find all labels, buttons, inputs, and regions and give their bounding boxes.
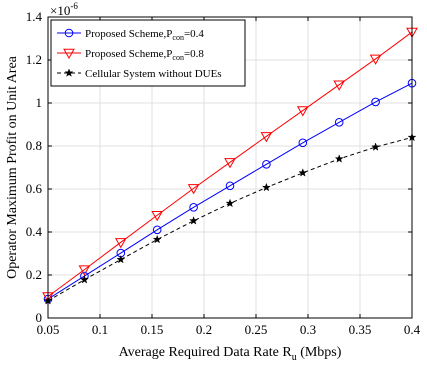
data-point (152, 225, 162, 235)
legend-label-subscript: con (172, 53, 184, 62)
x-tick-label: 0.25 (245, 322, 268, 337)
legend-entry: Proposed Scheme,Pcon=0.8 (57, 48, 204, 62)
y-tick-label: 0.4 (26, 224, 43, 239)
data-point (261, 182, 271, 192)
data-point (296, 106, 309, 117)
data-point (114, 238, 127, 249)
data-point (334, 154, 344, 163)
legend-label-tail: =0.8 (184, 48, 204, 60)
data-point (225, 181, 235, 191)
y-axis-multiplier: ×10-6 (50, 1, 78, 18)
y-axis-multiplier-exponent: -6 (70, 1, 78, 11)
y-tick-label: 0.6 (26, 181, 43, 196)
data-point (260, 132, 273, 143)
axis-ticks: 0.05 0.1 0.15 0.2 0.25 0.3 0.35 0.4 0 0.2 0.4 0.6 0.… (26, 9, 421, 337)
x-tick-label: 0.05 (37, 322, 60, 337)
data-point (298, 168, 308, 177)
data-point (79, 274, 89, 284)
legend-label-subscript: con (172, 33, 184, 42)
data-point (262, 159, 271, 169)
x-axis-title: Average Required Data Rate Ru (Mbps) (119, 345, 342, 363)
data-point (369, 54, 382, 65)
data-point (333, 80, 346, 91)
x-tick-label: 0.4 (404, 322, 421, 337)
y-tick-label: 0 (36, 310, 43, 325)
series-2 (42, 27, 418, 303)
y-tick-label: 1 (36, 95, 43, 110)
data-point (224, 158, 236, 169)
legend-label: Proposed Scheme,Pcon=0.4 (85, 28, 204, 42)
legend-label: Proposed Scheme,Pcon=0.8 (85, 48, 204, 62)
legend-marker (64, 68, 74, 77)
legend-label-main: Proposed Scheme,P (85, 28, 172, 40)
legend-label-main: Cellular System without DUEs (85, 68, 222, 80)
data-point (151, 210, 164, 222)
series-1 (43, 78, 417, 304)
data-point (189, 202, 198, 212)
legend-entry: Proposed Scheme,Pcon=0.4 (57, 28, 204, 42)
data-point (116, 254, 126, 264)
legend-label: Cellular System without DUEs (85, 68, 222, 80)
data-point (371, 97, 380, 107)
series-line (47, 31, 413, 297)
legend-box (50, 19, 246, 87)
x-tick-label: 0.2 (196, 322, 212, 337)
x-axis-title-subscript: u (292, 352, 297, 363)
plot-frame (47, 16, 413, 319)
data-point (187, 184, 200, 195)
data-point (78, 265, 91, 276)
y-tick-label: 0.8 (26, 138, 42, 153)
data-point (371, 142, 381, 151)
legend-entry: Cellular System without DUEs (57, 68, 222, 80)
data-point (298, 138, 308, 148)
x-tick-label: 0.1 (92, 322, 108, 337)
legend-label-main: Proposed Scheme,P (85, 48, 172, 60)
data-point (152, 234, 162, 244)
y-axis-title: Operator Maximum Profit on Unit Area (5, 55, 20, 279)
data-point (189, 216, 199, 225)
series-line (47, 82, 413, 300)
y-axis-multiplier-base: ×10 (50, 3, 70, 18)
x-axis-title-unit: (Mbps) (297, 345, 342, 360)
x-tick-label: 0.3 (300, 322, 316, 337)
data-point (225, 198, 235, 208)
legend-marker (64, 28, 74, 38)
y-tick-label: 1.4 (26, 9, 43, 24)
data-point (334, 118, 344, 127)
legend-marker (63, 48, 75, 60)
x-axis-title-main: Average Required Data Rate R (119, 345, 293, 360)
series-layer (42, 27, 418, 305)
legend-label-tail: =0.4 (184, 28, 204, 40)
grid (47, 16, 413, 319)
y-tick-label: 1.2 (26, 52, 42, 67)
x-tick-label: 0.15 (141, 322, 164, 337)
x-tick-label: 0.35 (349, 322, 372, 337)
y-tick-label: 0.2 (26, 267, 42, 282)
